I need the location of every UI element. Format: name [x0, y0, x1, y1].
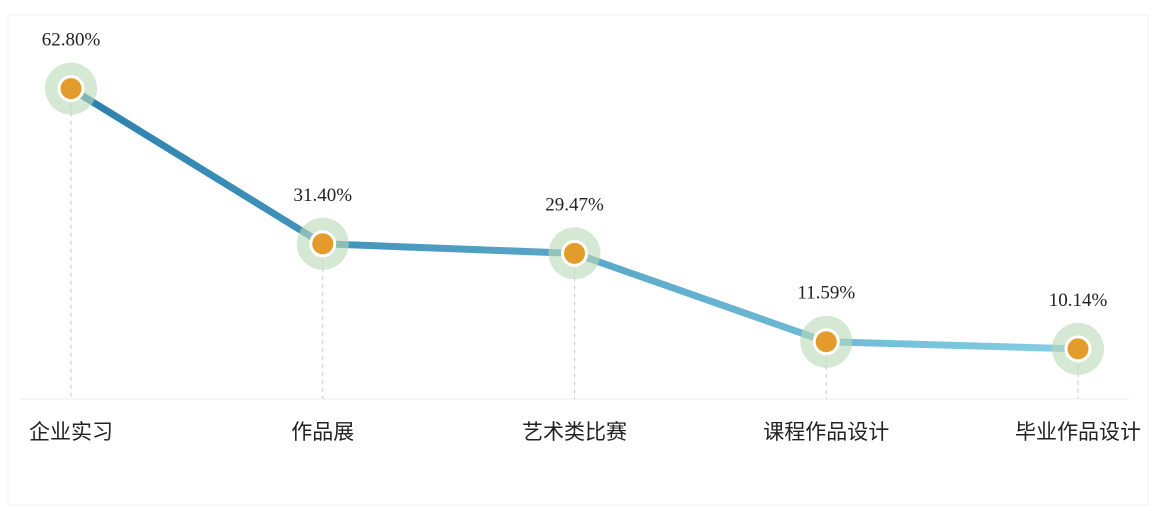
marker [812, 328, 840, 356]
x-tick-label: 企业实习 [29, 420, 113, 444]
data-label: 31.40% [293, 185, 352, 206]
data-label: 10.14% [1049, 290, 1108, 311]
x-tick-label: 毕业作品设计 [1015, 420, 1141, 444]
marker [57, 75, 85, 103]
x-tick-label: 艺术类比赛 [522, 420, 627, 444]
x-tick-label: 课程作品设计 [763, 420, 889, 444]
marker [309, 230, 337, 258]
chart-frame [7, 14, 1149, 506]
marker [1064, 335, 1092, 363]
data-label: 62.80% [42, 30, 101, 51]
data-label: 29.47% [545, 194, 604, 215]
data-label: 11.59% [797, 283, 855, 304]
x-tick-label: 作品展 [291, 420, 354, 444]
marker [561, 239, 588, 267]
